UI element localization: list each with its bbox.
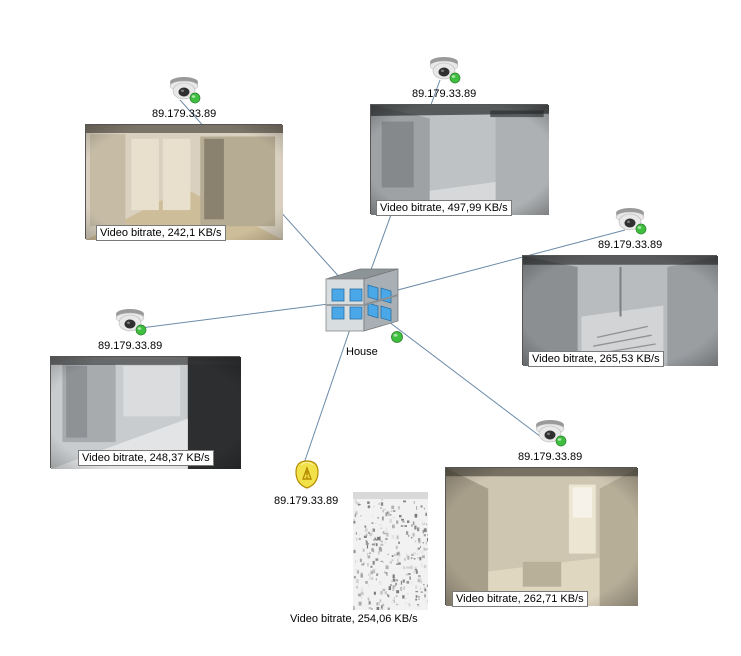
camera-icon[interactable]: [290, 458, 324, 495]
camera-icon[interactable]: [534, 418, 568, 451]
center-label: House: [346, 346, 378, 358]
camera-icon[interactable]: [168, 75, 202, 108]
camera-bitrate-caption: Video bitrate, 265,53 KB/s: [528, 351, 664, 367]
camera-ip-label: 89.179.33.89: [412, 88, 476, 100]
camera-thumbnail[interactable]: [445, 467, 637, 605]
camera-icon[interactable]: [428, 55, 462, 88]
camera-thumbnail[interactable]: [522, 255, 717, 365]
camera-thumbnail[interactable]: [85, 124, 282, 239]
camera-thumbnail[interactable]: [370, 104, 548, 214]
camera-bitrate-caption: Video bitrate, 242,1 KB/s: [96, 225, 226, 241]
camera-bitrate-caption: Video bitrate, 248,37 KB/s: [78, 450, 214, 466]
camera-bitrate-caption: Video bitrate, 497,99 KB/s: [376, 200, 512, 216]
camera-ip-label: 89.179.33.89: [274, 495, 338, 507]
center-status-dot: [390, 330, 404, 347]
camera-ip-label: 89.179.33.89: [598, 239, 662, 251]
camera-icon[interactable]: [614, 206, 648, 239]
camera-ip-label: 89.179.33.89: [518, 451, 582, 463]
camera-icon[interactable]: [114, 307, 148, 340]
camera-bitrate-caption: Video bitrate, 262,71 KB/s: [452, 591, 588, 607]
camera-thumbnail[interactable]: [353, 492, 428, 610]
camera-bitrate-caption: Video bitrate, 254,06 KB/s: [290, 613, 418, 625]
camera-ip-label: 89.179.33.89: [152, 108, 216, 120]
camera-ip-label: 89.179.33.89: [98, 340, 162, 352]
